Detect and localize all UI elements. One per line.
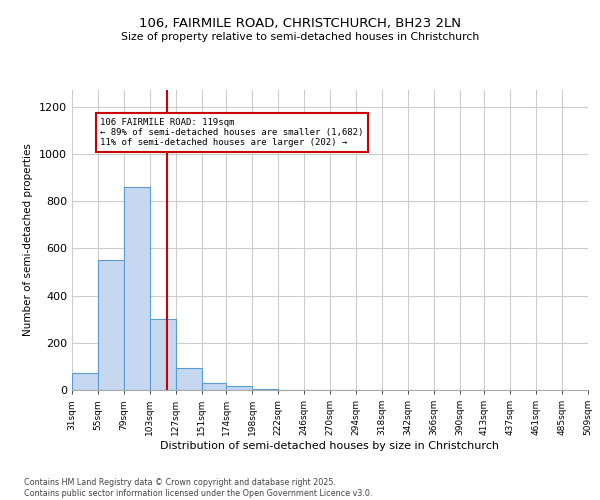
Text: Contains HM Land Registry data © Crown copyright and database right 2025.
Contai: Contains HM Land Registry data © Crown c… bbox=[24, 478, 373, 498]
Bar bbox=[252, 389, 278, 390]
Bar bbox=[98, 260, 124, 390]
Bar bbox=[226, 386, 252, 390]
X-axis label: Distribution of semi-detached houses by size in Christchurch: Distribution of semi-detached houses by … bbox=[161, 441, 499, 451]
Bar bbox=[150, 319, 176, 390]
Text: 106 FAIRMILE ROAD: 119sqm
← 89% of semi-detached houses are smaller (1,682)
11% : 106 FAIRMILE ROAD: 119sqm ← 89% of semi-… bbox=[100, 118, 364, 148]
Y-axis label: Number of semi-detached properties: Number of semi-detached properties bbox=[23, 144, 34, 336]
Text: 106, FAIRMILE ROAD, CHRISTCHURCH, BH23 2LN: 106, FAIRMILE ROAD, CHRISTCHURCH, BH23 2… bbox=[139, 18, 461, 30]
Bar bbox=[72, 374, 98, 390]
Bar bbox=[202, 383, 226, 390]
Text: Size of property relative to semi-detached houses in Christchurch: Size of property relative to semi-detach… bbox=[121, 32, 479, 42]
Bar bbox=[124, 187, 150, 390]
Bar bbox=[176, 368, 202, 390]
